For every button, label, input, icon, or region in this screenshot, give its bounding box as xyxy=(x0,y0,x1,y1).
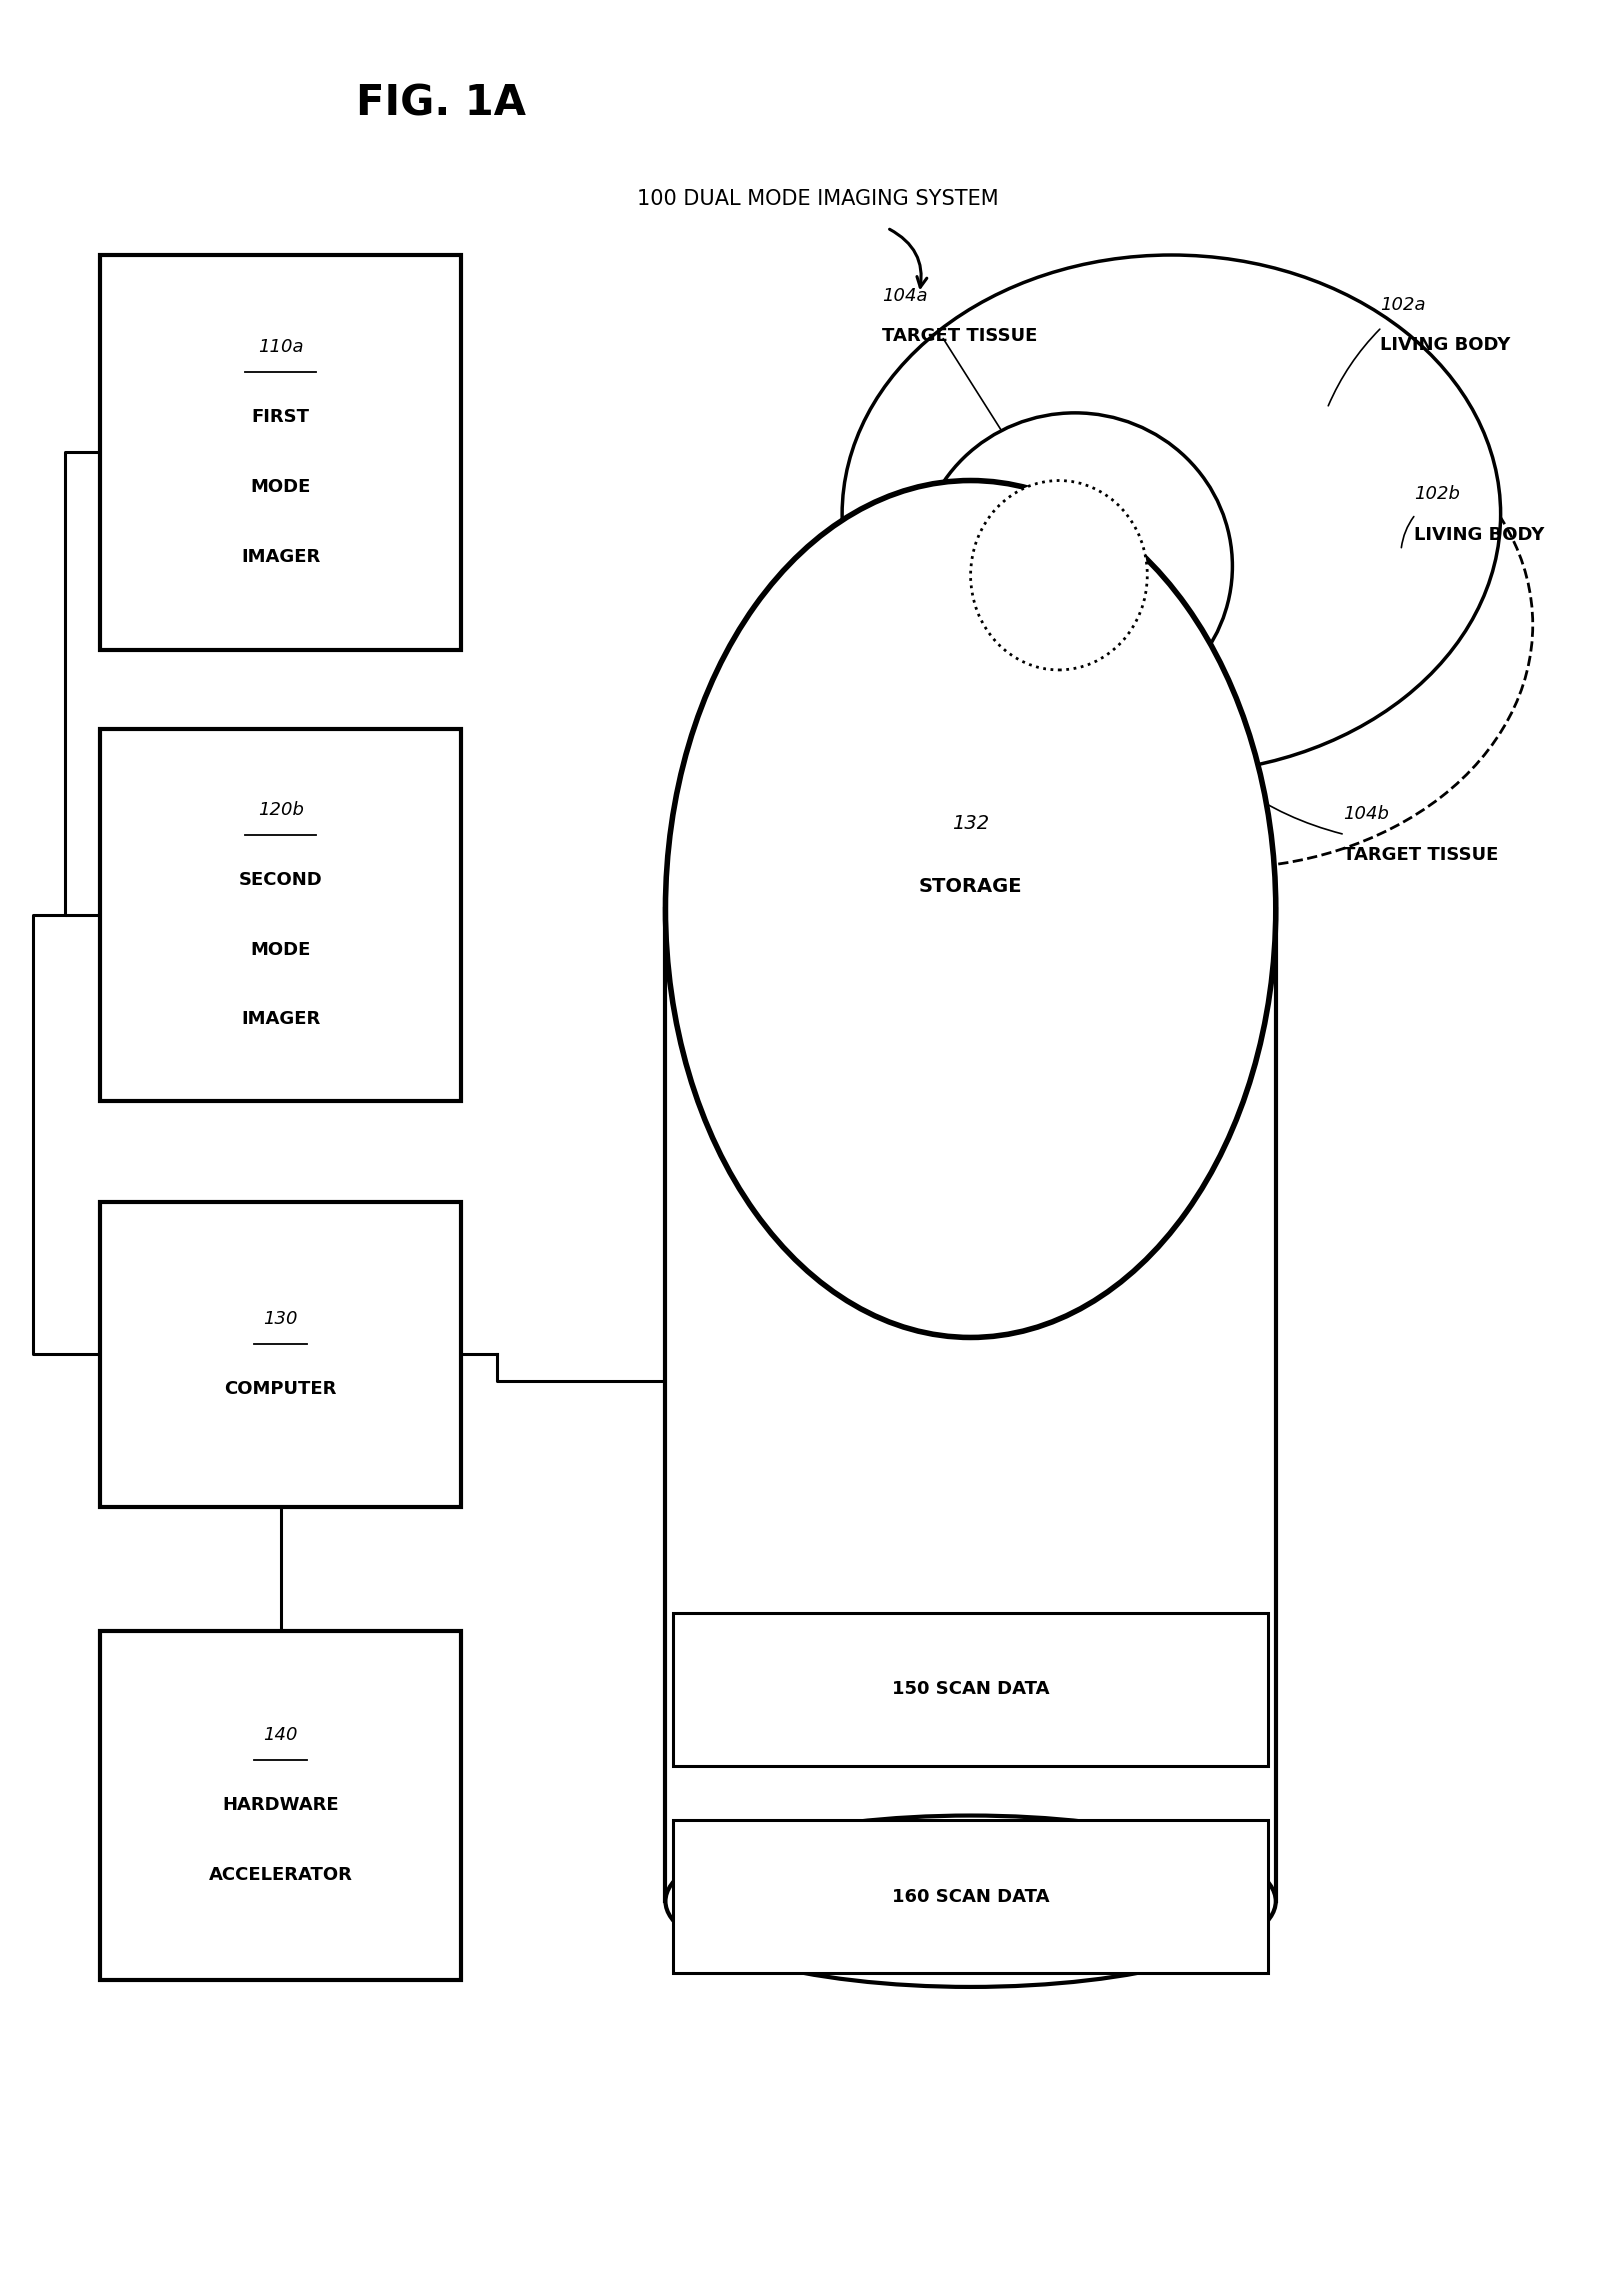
Text: HARDWARE: HARDWARE xyxy=(222,1797,339,1815)
Text: 132: 132 xyxy=(953,815,990,833)
Text: 130: 130 xyxy=(264,1311,298,1327)
Text: MODE: MODE xyxy=(251,942,311,958)
Text: ACCELERATOR: ACCELERATOR xyxy=(209,1867,353,1883)
Bar xyxy=(100,254,462,649)
Ellipse shape xyxy=(917,413,1233,719)
Bar xyxy=(100,728,462,1100)
Text: LIVING BODY: LIVING BODY xyxy=(1414,526,1544,545)
Bar xyxy=(674,1820,1268,1974)
Text: 100 DUAL MODE IMAGING SYSTEM: 100 DUAL MODE IMAGING SYSTEM xyxy=(637,188,1000,209)
Bar xyxy=(100,1631,462,1981)
Text: FIG. 1A: FIG. 1A xyxy=(356,84,525,125)
Bar xyxy=(100,1203,462,1507)
Text: MODE: MODE xyxy=(251,479,311,497)
Text: 120b: 120b xyxy=(258,801,303,819)
Text: COMPUTER: COMPUTER xyxy=(225,1380,337,1398)
Ellipse shape xyxy=(666,1815,1277,1988)
Circle shape xyxy=(666,481,1277,1336)
Text: FIRST: FIRST xyxy=(251,408,309,427)
Text: 110a: 110a xyxy=(258,338,303,356)
Text: 160 SCAN DATA: 160 SCAN DATA xyxy=(893,1888,1050,1906)
Text: 104b: 104b xyxy=(1343,805,1388,824)
Text: TARGET TISSUE: TARGET TISSUE xyxy=(1343,846,1499,864)
Text: IMAGER: IMAGER xyxy=(241,1010,321,1028)
Text: LIVING BODY: LIVING BODY xyxy=(1380,336,1510,354)
Text: TARGET TISSUE: TARGET TISSUE xyxy=(883,327,1038,345)
Text: 102b: 102b xyxy=(1414,486,1460,504)
Text: 150 SCAN DATA: 150 SCAN DATA xyxy=(893,1681,1050,1697)
Text: STORAGE: STORAGE xyxy=(919,876,1022,896)
Text: 102a: 102a xyxy=(1380,295,1426,313)
Text: IMAGER: IMAGER xyxy=(241,549,321,567)
Text: SECOND: SECOND xyxy=(238,871,322,889)
Bar xyxy=(674,1613,1268,1765)
Ellipse shape xyxy=(666,824,1277,994)
Ellipse shape xyxy=(970,481,1147,669)
Text: 140: 140 xyxy=(264,1727,298,1745)
Text: 104a: 104a xyxy=(883,286,928,304)
Ellipse shape xyxy=(842,254,1500,774)
Bar xyxy=(666,910,1277,1901)
